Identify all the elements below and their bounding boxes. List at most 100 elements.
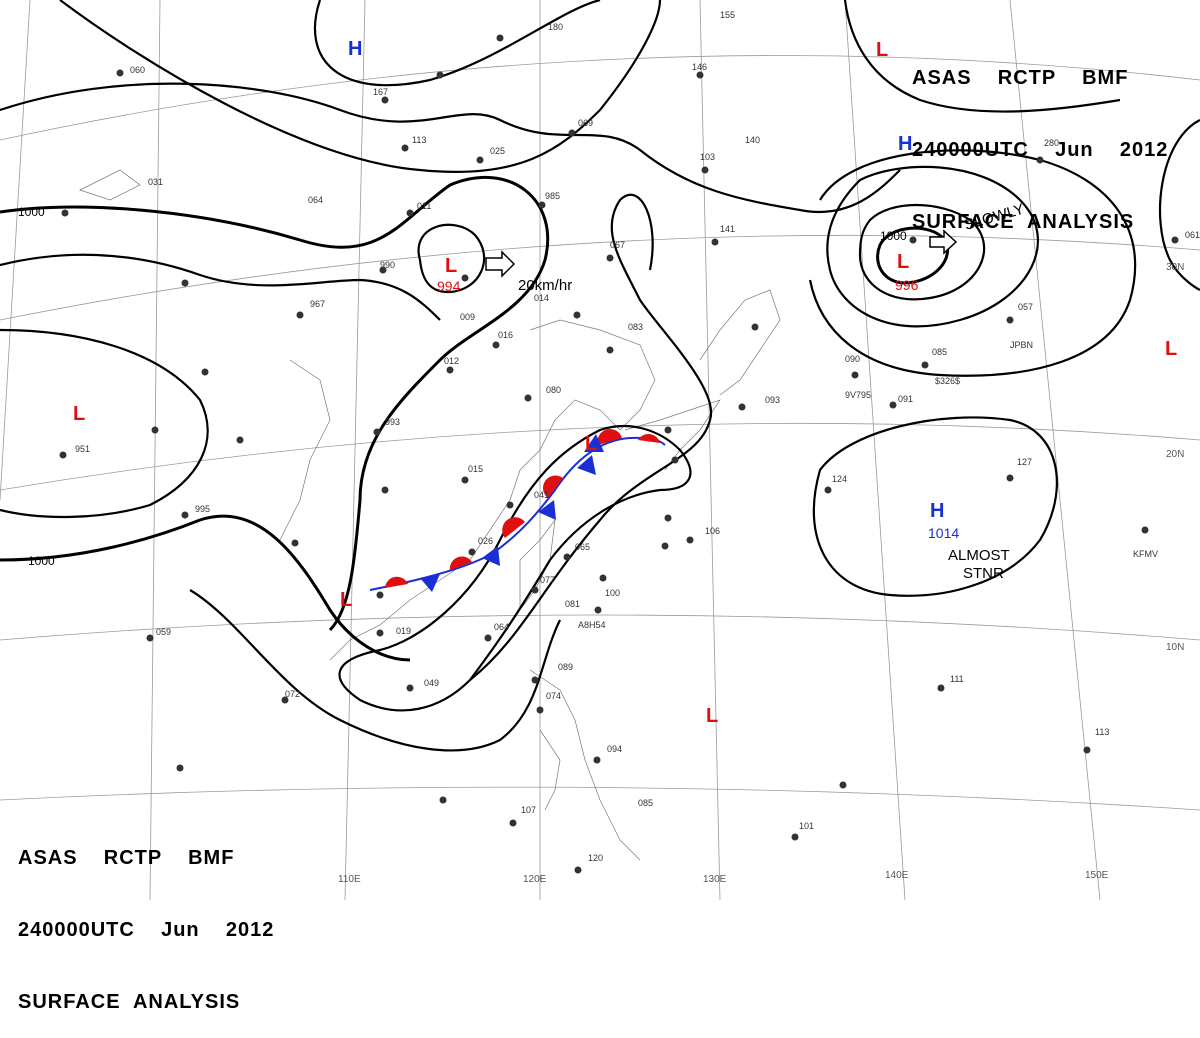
isobar-east-large	[808, 149, 1137, 377]
stnr-label-line2: STNR	[963, 565, 1004, 582]
station-pressure-value: 967	[310, 299, 325, 309]
station-pressure-value: 090	[845, 354, 860, 364]
station-pressure-value: 091	[898, 394, 913, 404]
station-pressure-value: 059	[156, 627, 171, 637]
station-pressure-value: 107	[521, 805, 536, 815]
chart-header: ASAS RCTP BMF 240000UTC Jun 2012 SURFACE…	[912, 18, 1168, 258]
warm-front-scallop	[502, 517, 525, 538]
lat-label-10n: 10N	[1166, 642, 1184, 653]
station-pressure-value: 113	[1095, 727, 1109, 737]
station-pressure-value: 985	[545, 191, 560, 201]
station-pressure-value: 064	[308, 195, 323, 205]
cold-front-triangle	[577, 455, 596, 475]
isobar-east-low-outer	[826, 165, 1039, 328]
low-value-east: 996	[895, 277, 919, 293]
header-line-type: SURFACE ANALYSIS	[912, 211, 1135, 233]
station-pressure-value: 015	[468, 464, 483, 474]
station-pressure-value: 085	[932, 347, 947, 357]
surface-analysis-map: 1801551461670691130251031400640119850671…	[0, 0, 1200, 900]
low-center-east: L	[897, 251, 909, 273]
high-value-pacific: 1014	[928, 525, 959, 541]
station-pressure-value: 995	[195, 504, 210, 514]
station-pressure-value: 057	[1018, 302, 1033, 312]
motion-arrow-icon	[929, 229, 958, 255]
isobar-west-low	[0, 328, 209, 519]
warm-front-scallop	[385, 576, 408, 588]
station-pressure-value: 103	[700, 152, 715, 162]
footer-line-agency: ASAS RCTP BMF	[18, 847, 235, 869]
station-pressure-value: 993	[385, 417, 400, 427]
warm-front-scallop	[597, 429, 622, 445]
station-pressure-value: 016	[498, 330, 513, 340]
station-pressure-value: 026	[478, 536, 493, 546]
high-center-north: H	[348, 38, 362, 60]
warm-front-scallop	[638, 434, 660, 443]
callsign: JPBN	[1010, 340, 1033, 350]
station-pressure-value: 025	[490, 146, 505, 156]
station-pressure-value: 093	[765, 395, 780, 405]
station-pressure-value: 280	[1044, 138, 1059, 148]
station-pressure-value: 951	[75, 444, 90, 454]
lon-label-130e: 130E	[703, 874, 727, 885]
pressure-systems: H H H L L L L L L L L	[73, 38, 1177, 727]
warm-front-scallop	[543, 475, 563, 498]
isobar-south-outer	[189, 589, 561, 752]
speed-label-west-low: 20km/hr	[518, 277, 572, 294]
lon-label-150e: 150E	[1085, 870, 1109, 881]
isobars	[0, 0, 1200, 752]
station-pressure-value: 083	[628, 322, 643, 332]
isobar-labels: 1000 1000 1000	[18, 205, 907, 568]
station-callsigns: JPBN 9V795 $326$ KFMV A8H54	[578, 340, 1158, 630]
motion-arrows	[485, 229, 958, 278]
station-pressure-value: 080	[546, 385, 561, 395]
low-value-china: 994	[437, 278, 461, 294]
station-pressure-value: 120	[588, 853, 603, 863]
warm-front-scallop	[449, 556, 472, 570]
low-center-front-west: L	[340, 589, 352, 611]
latitude-labels: 30N 20N 10N	[1166, 262, 1184, 653]
low-center-south: L	[706, 705, 718, 727]
high-center-pacific: H	[930, 500, 944, 522]
low-center-front-east: L	[585, 433, 597, 455]
station-pressure-value: 101	[799, 821, 814, 831]
station-pressure-value: 106	[705, 526, 720, 536]
station-pressure-value: 031	[148, 177, 163, 187]
station-pressure-value: 167	[373, 87, 388, 97]
cold-front-triangle	[584, 434, 604, 452]
isobar-east-low-mid	[858, 204, 986, 301]
stnr-label-line1: ALMOST	[948, 547, 1010, 564]
low-center-northeast: L	[876, 39, 888, 61]
station-pressure-value: 012	[444, 356, 459, 366]
lon-label-110e: 110E	[338, 874, 361, 885]
station-pressure-value: 124	[832, 474, 847, 484]
station-pressure-value: 127	[1017, 457, 1032, 467]
station-pressure-value: 100	[605, 588, 620, 598]
stationary-front	[369, 429, 666, 592]
station-pressure-value: 081	[565, 599, 580, 609]
station-pressure-value: 060	[130, 65, 145, 75]
pressure-values: 994 996 1014	[437, 277, 959, 541]
station-pressure-value: 061	[1185, 230, 1200, 240]
station-pressure-value: 049	[424, 678, 439, 688]
station-pressure-value: 089	[558, 662, 573, 672]
station-pressure-value: 180	[548, 22, 563, 32]
station-pressure-value: 072	[285, 689, 300, 699]
station-plots	[59, 34, 1179, 874]
callsign: KFMV	[1133, 549, 1158, 559]
cold-front-triangle	[482, 546, 500, 566]
station-pressure-value: 041	[534, 490, 549, 500]
isobar-label-1000-west: 1000	[18, 205, 45, 219]
low-center-china: L	[445, 255, 457, 277]
isobar-far-east	[1158, 119, 1200, 291]
station-pressure-value: 146	[692, 62, 707, 72]
isobar-1000-main	[0, 175, 550, 632]
station-pressure-value: 065	[575, 542, 590, 552]
isobar-north-east	[843, 0, 1121, 113]
station-pressure-value: 990	[380, 260, 395, 270]
low-center-west: L	[73, 403, 85, 425]
station-pressure-value: 019	[396, 626, 411, 636]
station-pressure-value: 085	[638, 798, 653, 808]
isobar-north-loop	[314, 0, 601, 87]
station-pressure-value: 074	[546, 691, 561, 701]
footer-line-type: SURFACE ANALYSIS	[18, 991, 241, 1013]
